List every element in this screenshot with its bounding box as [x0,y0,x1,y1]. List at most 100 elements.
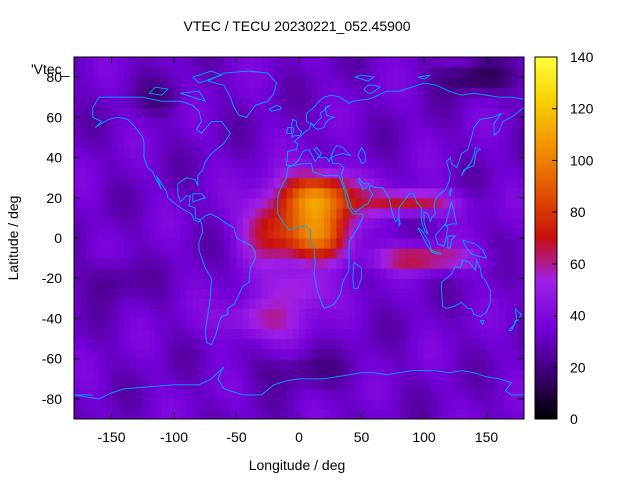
heatmap-cell [355,177,363,189]
heatmap-cell [280,227,288,239]
heatmap-cell [255,368,263,380]
heatmap-cell [205,107,213,118]
heatmap-cell [449,127,456,139]
heatmap-cell [324,217,331,229]
heatmap-cell [324,328,331,340]
heatmap-cell [511,87,519,98]
heatmap-cell [492,408,500,419]
heatmap-cell [361,338,369,350]
heatmap-cell [230,308,238,320]
heatmap-cell [361,308,369,320]
heatmap-cell [267,268,275,279]
heatmap-cell [261,197,269,209]
heatmap-cell [249,227,256,239]
heatmap-cell [80,298,88,309]
heatmap-cell [417,248,425,259]
heatmap-cell [492,328,500,340]
heatmap-cell [255,207,263,219]
heatmap-cell [399,87,406,98]
heatmap-cell [167,348,175,360]
heatmap-cell [417,167,425,179]
heatmap-cell [124,207,131,219]
heatmap-cell [174,308,181,320]
heatmap-cell [386,408,394,419]
heatmap-cell [161,398,169,410]
heatmap-cell [405,217,413,229]
heatmap-cell [80,97,88,108]
heatmap-cell [217,368,225,380]
heatmap-cell [430,127,438,139]
heatmap-cell [286,358,294,370]
heatmap-cell [430,388,438,400]
heatmap-cell [267,187,275,199]
heatmap-cell [92,107,100,118]
heatmap-cell [167,398,175,410]
heatmap-cell [367,77,375,88]
heatmap-cell [167,268,175,279]
heatmap-cell [436,177,444,189]
heatmap-cell [480,258,488,269]
heatmap-cell [311,77,319,88]
heatmap-cell [342,238,350,249]
heatmap-cell [280,288,288,299]
heatmap-cell [336,388,344,400]
heatmap-cell [274,87,281,98]
heatmap-cell [174,238,181,249]
heatmap-cell [167,328,175,340]
heatmap-cell [130,107,138,118]
heatmap-cell [286,147,294,159]
coastline [198,213,256,346]
heatmap-cell [267,207,275,219]
heatmap-cell [517,217,524,229]
heatmap-cell [361,87,369,98]
heatmap-cell [511,177,519,189]
heatmap-cell [230,77,238,88]
heatmap-cell [186,338,194,350]
heatmap-cell [136,117,144,128]
heatmap-cell [280,238,288,249]
heatmap-cell [267,378,275,390]
heatmap-cell [374,278,381,289]
heatmap-cell [255,157,263,169]
heatmap-cell [367,408,375,419]
heatmap-cell [436,298,444,309]
heatmap-cell [486,258,494,269]
heatmap-cell [180,147,188,159]
heatmap-cell [161,408,169,419]
heatmap-cell [149,207,156,219]
heatmap-cell [399,77,406,88]
heatmap-cell [174,248,181,259]
heatmap-cell [399,338,406,350]
heatmap-cell [342,318,350,330]
heatmap-cell [517,197,524,209]
heatmap-cell [149,227,156,239]
heatmap-cell [392,378,400,390]
heatmap-cell [442,57,450,68]
heatmap-cell [224,127,231,139]
heatmap-cell [224,197,231,209]
heatmap-cell [392,268,400,279]
heatmap-cell [305,348,313,360]
heatmap-cell [467,318,475,330]
heatmap-cell [136,408,144,419]
heatmap-cell [255,177,263,189]
heatmap-cell [74,288,81,299]
heatmap-cell [230,258,238,269]
colorbar-tick-label: 0 [570,411,578,427]
heatmap-cell [242,298,250,309]
heatmap-cell [367,117,375,128]
heatmap-cell [517,238,524,249]
heatmap-cell [361,157,369,169]
heatmap-cell [292,97,300,108]
heatmap-cell [99,278,106,289]
heatmap-cell [261,368,269,380]
heatmap-cell [92,258,100,269]
heatmap-cell [342,147,350,159]
heatmap-cell [224,288,231,299]
heatmap-cell [361,107,369,118]
heatmap-cell [117,328,125,340]
heatmap-cell [224,368,231,380]
heatmap-cell [155,328,163,340]
heatmap-cell [99,238,106,249]
heatmap-cell [161,308,169,320]
